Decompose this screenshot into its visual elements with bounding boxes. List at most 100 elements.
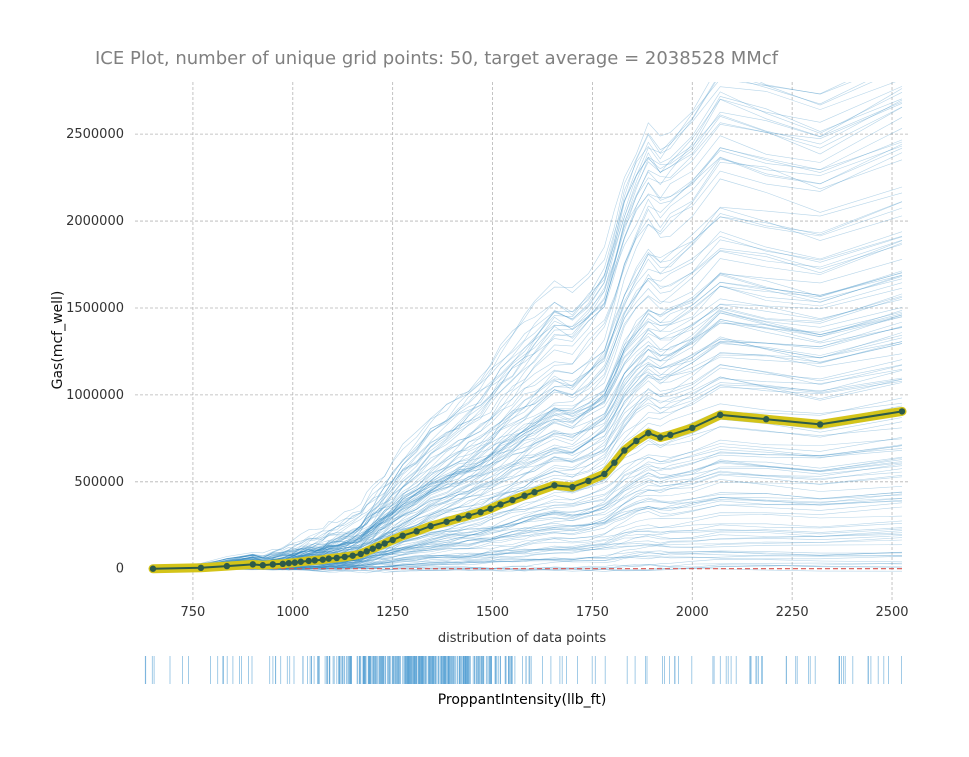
average-point [381, 540, 388, 547]
ice-curve [152, 310, 903, 570]
ice-curve [152, 207, 903, 570]
x-tick-label: 2000 [676, 605, 709, 620]
ice-curve [152, 337, 903, 570]
ice-curve [152, 550, 903, 570]
ice-curve [152, 287, 903, 568]
average-point [497, 501, 504, 508]
ice-curve [152, 528, 903, 570]
y-axis-label: Gas(mcf_well) [50, 291, 66, 390]
ice-curve [152, 282, 903, 571]
average-point [389, 536, 396, 544]
ice-curve [152, 564, 903, 572]
ice-curve [152, 506, 903, 570]
ice-curve [152, 274, 903, 569]
ice-curve [152, 493, 903, 570]
average-point [569, 483, 576, 491]
ice-curve [152, 491, 903, 569]
average-point [413, 528, 420, 535]
distribution-label: distribution of data points [438, 631, 606, 646]
ice-curve [152, 159, 903, 569]
ice-curve [152, 86, 903, 571]
grid [135, 82, 910, 600]
ice-curve [153, 334, 903, 569]
ice-curve [152, 152, 903, 571]
ice-curve [152, 539, 903, 570]
ice-curve [152, 551, 903, 573]
ice-curve [152, 99, 903, 569]
ice-curve [152, 320, 903, 569]
x-tick-label: 1250 [376, 605, 409, 620]
ice-curve [152, 296, 903, 570]
x-tick-labels: 750 1000 1250 1500 1750 2000 2250 2500 [181, 605, 909, 620]
average-point [427, 522, 434, 530]
ice-curve [152, 259, 903, 569]
ice-curve [152, 293, 903, 568]
x-tick-label: 1750 [576, 605, 609, 620]
average-point [375, 542, 382, 550]
average-point [269, 561, 277, 568]
y-tick-label: 2500000 [66, 127, 124, 142]
x-tick-label: 2500 [875, 605, 908, 620]
average-point [601, 470, 608, 478]
x-tick-label: 1500 [476, 605, 509, 620]
average-point [333, 554, 340, 562]
x-tick-label: 2250 [776, 605, 809, 620]
average-point [297, 558, 304, 565]
average-point [657, 434, 664, 441]
average-point [341, 553, 348, 561]
average-point [285, 559, 293, 567]
average-point [311, 557, 318, 564]
average-point [291, 559, 298, 566]
ice-curve [152, 465, 903, 570]
ice-curve [152, 82, 873, 570]
average-point [645, 429, 652, 437]
ice-curve [152, 527, 903, 570]
ice-curve [152, 82, 866, 571]
ice-curve [152, 459, 903, 570]
ice-curve [152, 117, 903, 570]
average-point [667, 431, 674, 439]
ice-curve [152, 307, 903, 571]
ice-curve [152, 236, 903, 571]
average-point [357, 550, 364, 558]
ice-curve [152, 520, 903, 571]
ice-curve [152, 106, 903, 570]
ice-curve [153, 543, 903, 570]
ice-curve [152, 341, 903, 569]
average-point [611, 459, 618, 466]
ice-curve [152, 312, 903, 569]
average-point [319, 556, 326, 563]
average-point [279, 560, 287, 568]
x-axis-label: ProppantIntensity(llb_ft) [438, 692, 607, 708]
ice-curve [152, 370, 903, 570]
ice-curve [153, 555, 903, 570]
average-point [717, 411, 724, 419]
average-point [325, 555, 332, 562]
average-point [465, 512, 472, 519]
ice-curve [152, 178, 903, 568]
ice-curve [152, 537, 903, 571]
ice-curve [152, 364, 903, 570]
ice-curve [152, 562, 903, 574]
ice-curve [152, 326, 903, 570]
ice-curve [152, 82, 852, 568]
ice-curve [153, 513, 903, 569]
ice-curve [152, 558, 903, 572]
ice-curve [152, 201, 903, 568]
ice-curve [152, 402, 903, 570]
ice-curve [152, 141, 903, 570]
ice-curve [152, 231, 903, 568]
ice-curve [152, 272, 903, 569]
ice-curve [152, 314, 903, 570]
average-point [443, 518, 450, 525]
ice-curve [152, 192, 903, 568]
average-point [149, 565, 157, 572]
ice-curve [152, 551, 903, 570]
average-point [305, 557, 312, 565]
average-point [477, 509, 484, 516]
average-point [898, 408, 906, 415]
ice-curve [152, 275, 903, 569]
average-point [487, 505, 494, 512]
average-point [816, 421, 824, 428]
